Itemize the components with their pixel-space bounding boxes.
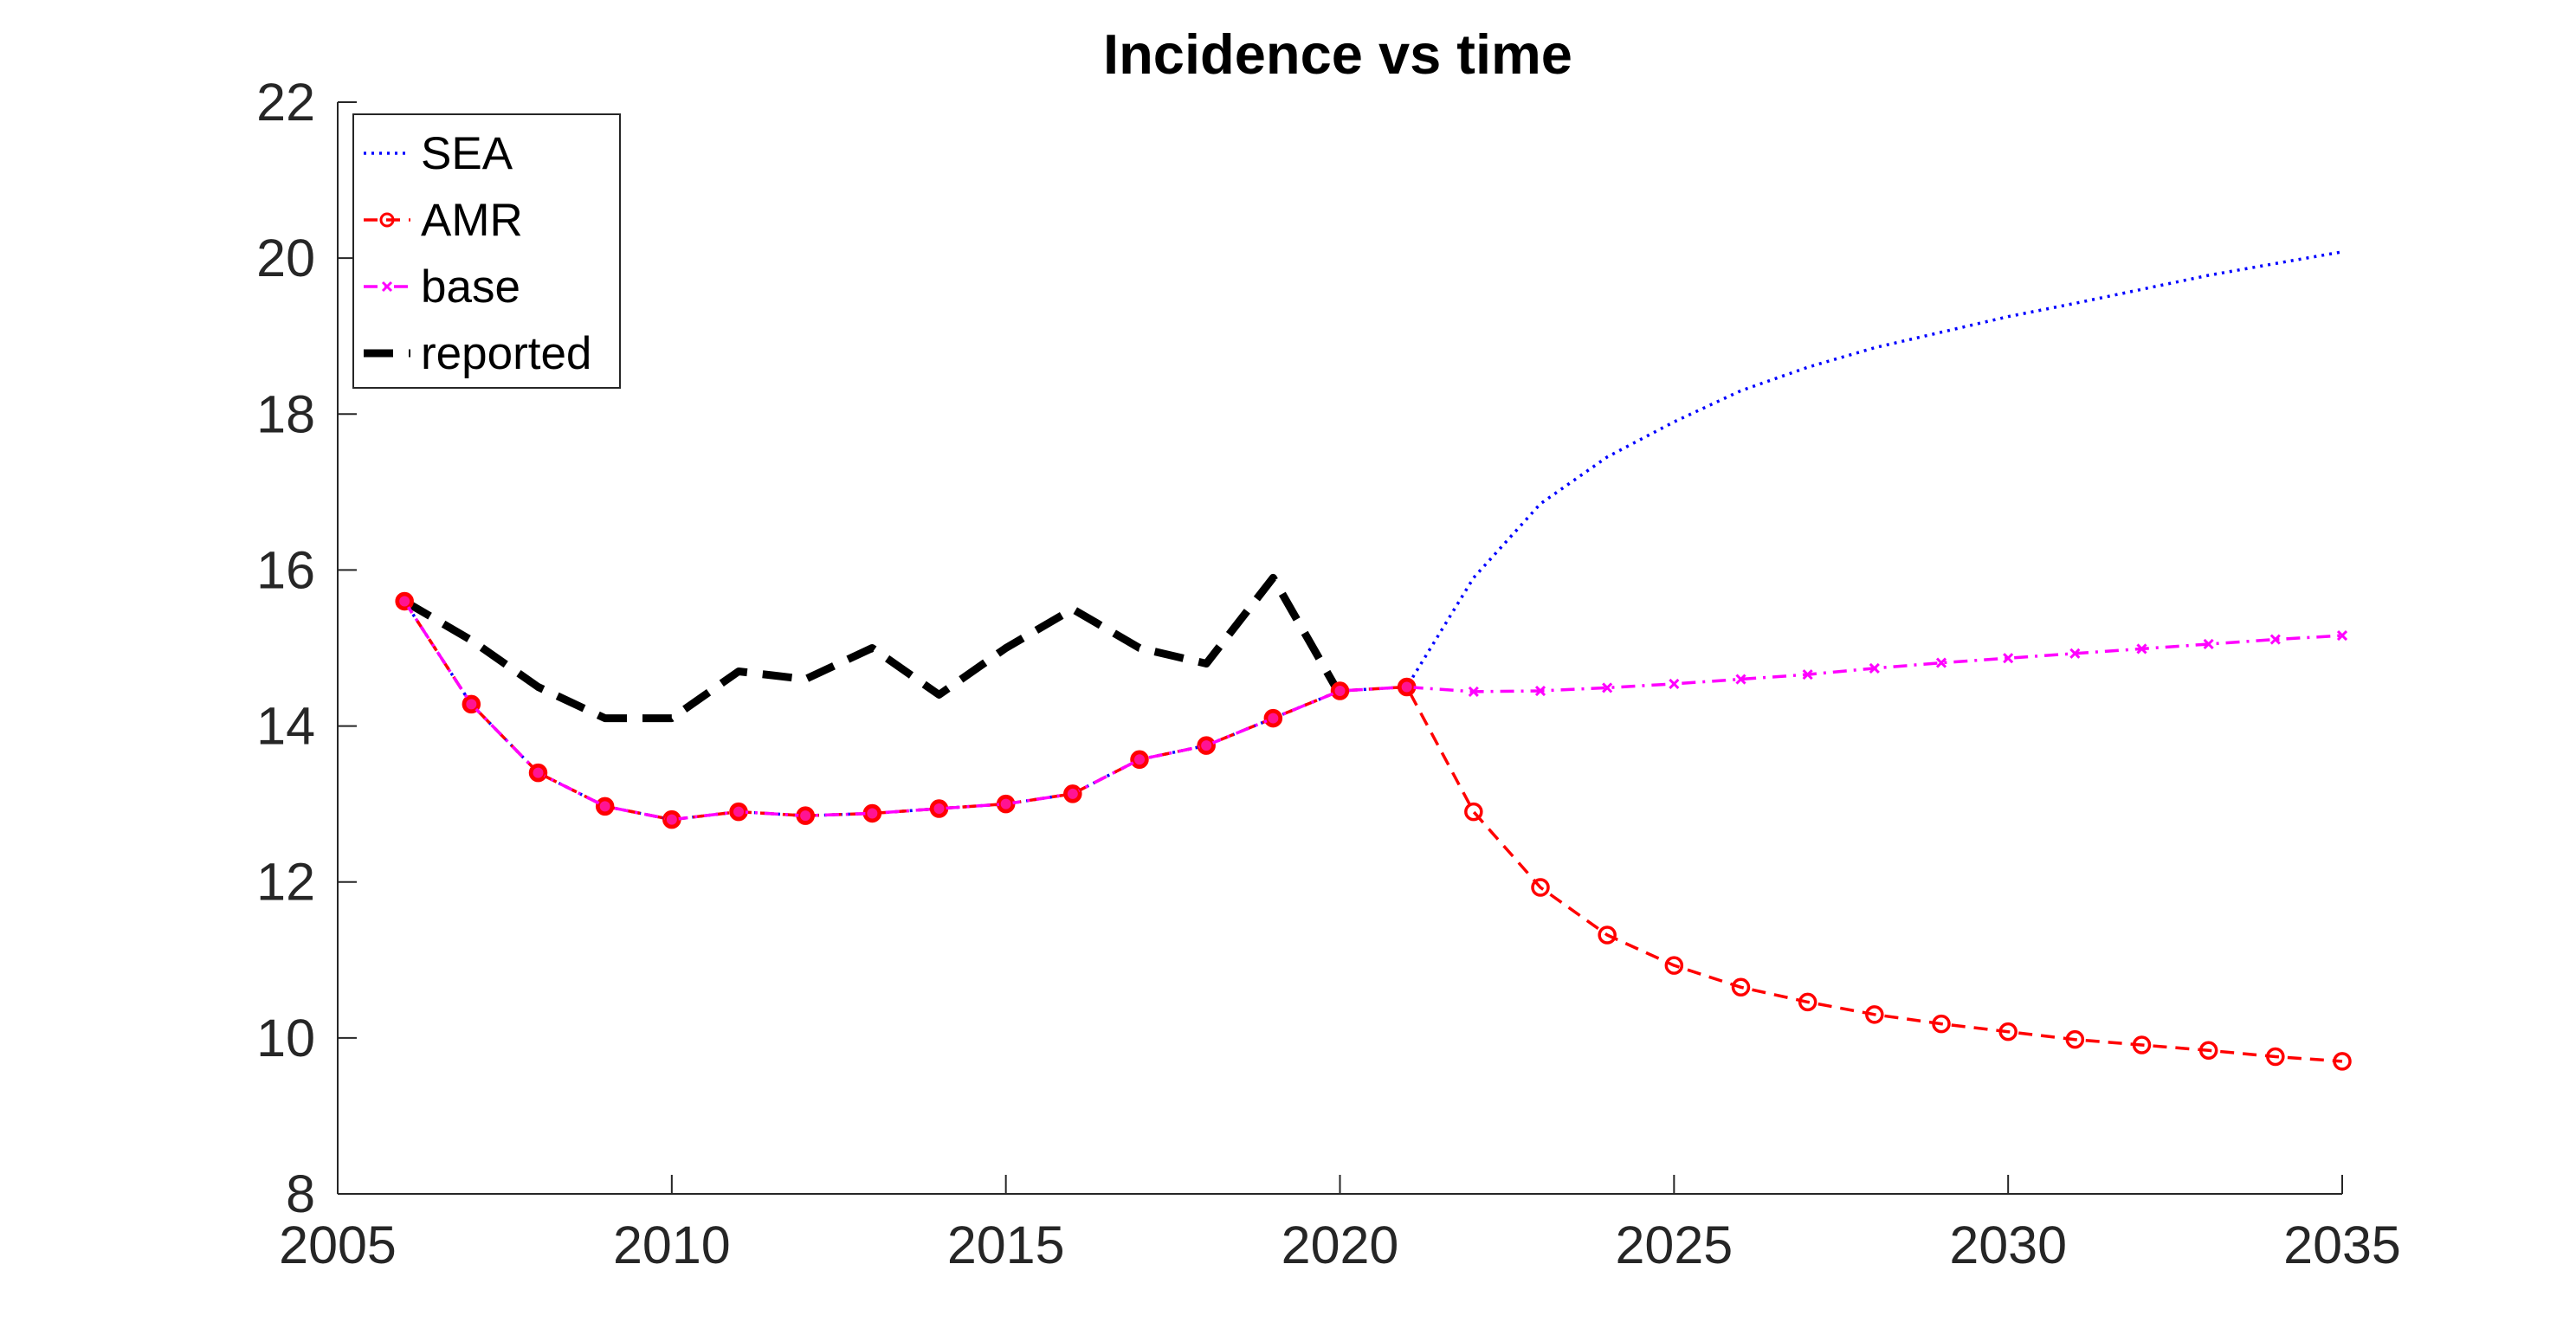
series-line-AMR bbox=[403, 600, 2343, 1063]
data-point-overlap bbox=[397, 594, 412, 609]
data-point-base bbox=[2336, 630, 2348, 642]
data-point-overlap bbox=[932, 802, 946, 816]
legend-label-base: base bbox=[421, 261, 520, 313]
data-point-AMR bbox=[2198, 1041, 2218, 1061]
y-tick-label: 12 bbox=[256, 853, 315, 912]
data-point-overlap bbox=[998, 796, 1013, 811]
series-reported bbox=[402, 573, 1344, 723]
x-tick-label: 2020 bbox=[1282, 1216, 1399, 1274]
data-point-AMR bbox=[1598, 925, 1617, 945]
data-point-AMR bbox=[1197, 736, 1216, 755]
data-point-AMR bbox=[1731, 977, 1751, 997]
data-point-AMR bbox=[2065, 1029, 2085, 1049]
data-point-AMR bbox=[1263, 708, 1283, 728]
data-point-base bbox=[1534, 685, 1546, 697]
data-point-AMR bbox=[1865, 1005, 1884, 1024]
data-point-AMR bbox=[1330, 681, 1350, 700]
chart-title: Incidence vs time bbox=[1103, 23, 1572, 86]
data-point-overlap bbox=[1199, 738, 1214, 753]
data-point-AMR bbox=[1664, 956, 1684, 975]
data-point-overlap bbox=[664, 812, 679, 827]
data-point-AMR bbox=[462, 694, 481, 714]
data-point-AMR bbox=[1531, 878, 1550, 897]
data-point-overlap bbox=[732, 804, 746, 819]
y-tick-label: 20 bbox=[256, 229, 315, 287]
data-point-base bbox=[2069, 648, 2081, 659]
data-point-base bbox=[1869, 662, 1880, 674]
data-point-AMR bbox=[2333, 1052, 2352, 1071]
data-point-overlap bbox=[798, 809, 813, 823]
series-line-reported bbox=[402, 573, 1344, 723]
data-point-overlap bbox=[1266, 711, 1281, 726]
legend-label-SEA: SEA bbox=[421, 128, 513, 179]
x-tick-label: 2025 bbox=[1615, 1216, 1733, 1274]
x-tick-label: 2030 bbox=[1949, 1216, 2067, 1274]
data-point-AMR bbox=[1998, 1022, 2018, 1042]
data-point-base bbox=[1669, 678, 1680, 689]
data-point-base bbox=[2203, 638, 2214, 650]
data-point-overlap bbox=[1065, 786, 1080, 801]
data-point-AMR bbox=[395, 591, 414, 611]
data-point-overlap bbox=[865, 806, 880, 821]
plot-area: 2005 2010 2015 2020 2025 2030 2035 8 10 12 14 16 18 2… bbox=[256, 73, 2401, 1274]
data-point-AMR bbox=[1130, 750, 1149, 770]
data-point-base bbox=[2269, 634, 2281, 645]
y-tick-label: 10 bbox=[256, 1009, 315, 1067]
x-tick-label: 2010 bbox=[613, 1216, 731, 1274]
data-point-base bbox=[2003, 653, 2014, 664]
data-point-AMR bbox=[528, 763, 548, 783]
data-point-base bbox=[1802, 669, 1813, 680]
data-point-overlap bbox=[1133, 752, 1146, 767]
data-point-base bbox=[1735, 674, 1746, 685]
y-tick-label: 14 bbox=[256, 697, 315, 756]
data-point-overlap bbox=[1399, 680, 1414, 694]
x-tick-label: 2035 bbox=[2283, 1216, 2401, 1274]
data-point-base bbox=[2136, 643, 2147, 655]
legend: SEA AMR base reported bbox=[352, 113, 621, 389]
y-tick-label: 22 bbox=[256, 73, 315, 132]
legend-label-AMR: AMR bbox=[421, 195, 523, 246]
y-tick-label: 8 bbox=[286, 1164, 315, 1223]
legend-label-reported: reported bbox=[421, 328, 591, 379]
x-tick-label: 2005 bbox=[279, 1216, 397, 1274]
y-tick-label: 18 bbox=[256, 384, 315, 443]
data-point-overlap bbox=[531, 765, 546, 780]
data-point-overlap bbox=[464, 697, 479, 712]
data-point-AMR bbox=[1932, 1014, 1951, 1034]
data-point-AMR bbox=[595, 796, 615, 816]
data-point-overlap bbox=[1333, 684, 1347, 699]
data-point-overlap bbox=[597, 799, 612, 814]
data-point-AMR bbox=[1464, 802, 1483, 822]
data-point-AMR bbox=[2132, 1035, 2152, 1054]
data-point-AMR bbox=[1798, 992, 1817, 1012]
data-point-AMR bbox=[2266, 1047, 2285, 1067]
data-point-base bbox=[1468, 686, 1479, 698]
data-point-base bbox=[1602, 682, 1613, 693]
legend-box bbox=[352, 113, 621, 389]
y-tick-label: 16 bbox=[256, 540, 315, 599]
data-point-AMR bbox=[1063, 784, 1082, 803]
data-point-base bbox=[1935, 657, 1947, 668]
series-line-base bbox=[403, 600, 2343, 822]
legend-marker-base bbox=[381, 281, 393, 293]
legend-marker-AMR bbox=[379, 212, 395, 228]
x-tick-label: 2015 bbox=[947, 1216, 1065, 1274]
